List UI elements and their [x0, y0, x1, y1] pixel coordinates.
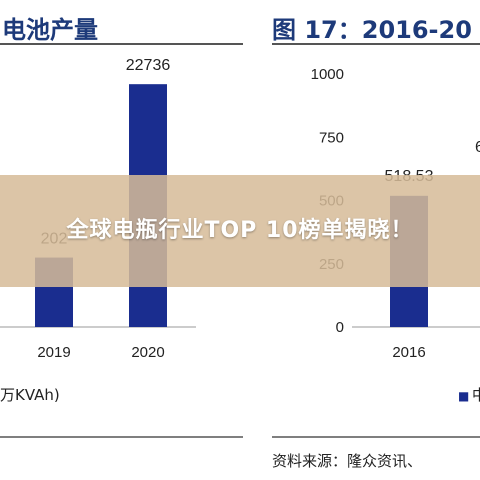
legend-label-fragment: 中 — [472, 386, 480, 404]
right-y-tick-750: 750 — [319, 129, 344, 146]
legend-swatch: ■ — [458, 389, 469, 403]
left-x-tick-2019: 2019 — [37, 344, 70, 361]
right-partial-value-label: 6 — [475, 139, 480, 156]
source-note: 资料来源：隆众资讯、 — [272, 452, 422, 470]
left-unit-note: 万KVAh) — [0, 386, 60, 404]
left-x-tick-2020: 2020 — [131, 344, 164, 361]
right-x-tick-2016: 2016 — [392, 344, 425, 361]
headline-banner: 全球电瓶行业TOP 10榜单揭晓！ — [0, 175, 480, 287]
left-chart-title: 电池产量 — [2, 16, 98, 44]
right-y-tick-1000: 1000 — [311, 66, 344, 83]
headline-text: 全球电瓶行业TOP 10榜单揭晓！ — [66, 218, 414, 243]
left-bar-label-2020: 22736 — [126, 57, 171, 74]
right-y-tick-0: 0 — [336, 319, 344, 336]
right-chart-title: 图 17：2016-20 — [272, 16, 472, 44]
